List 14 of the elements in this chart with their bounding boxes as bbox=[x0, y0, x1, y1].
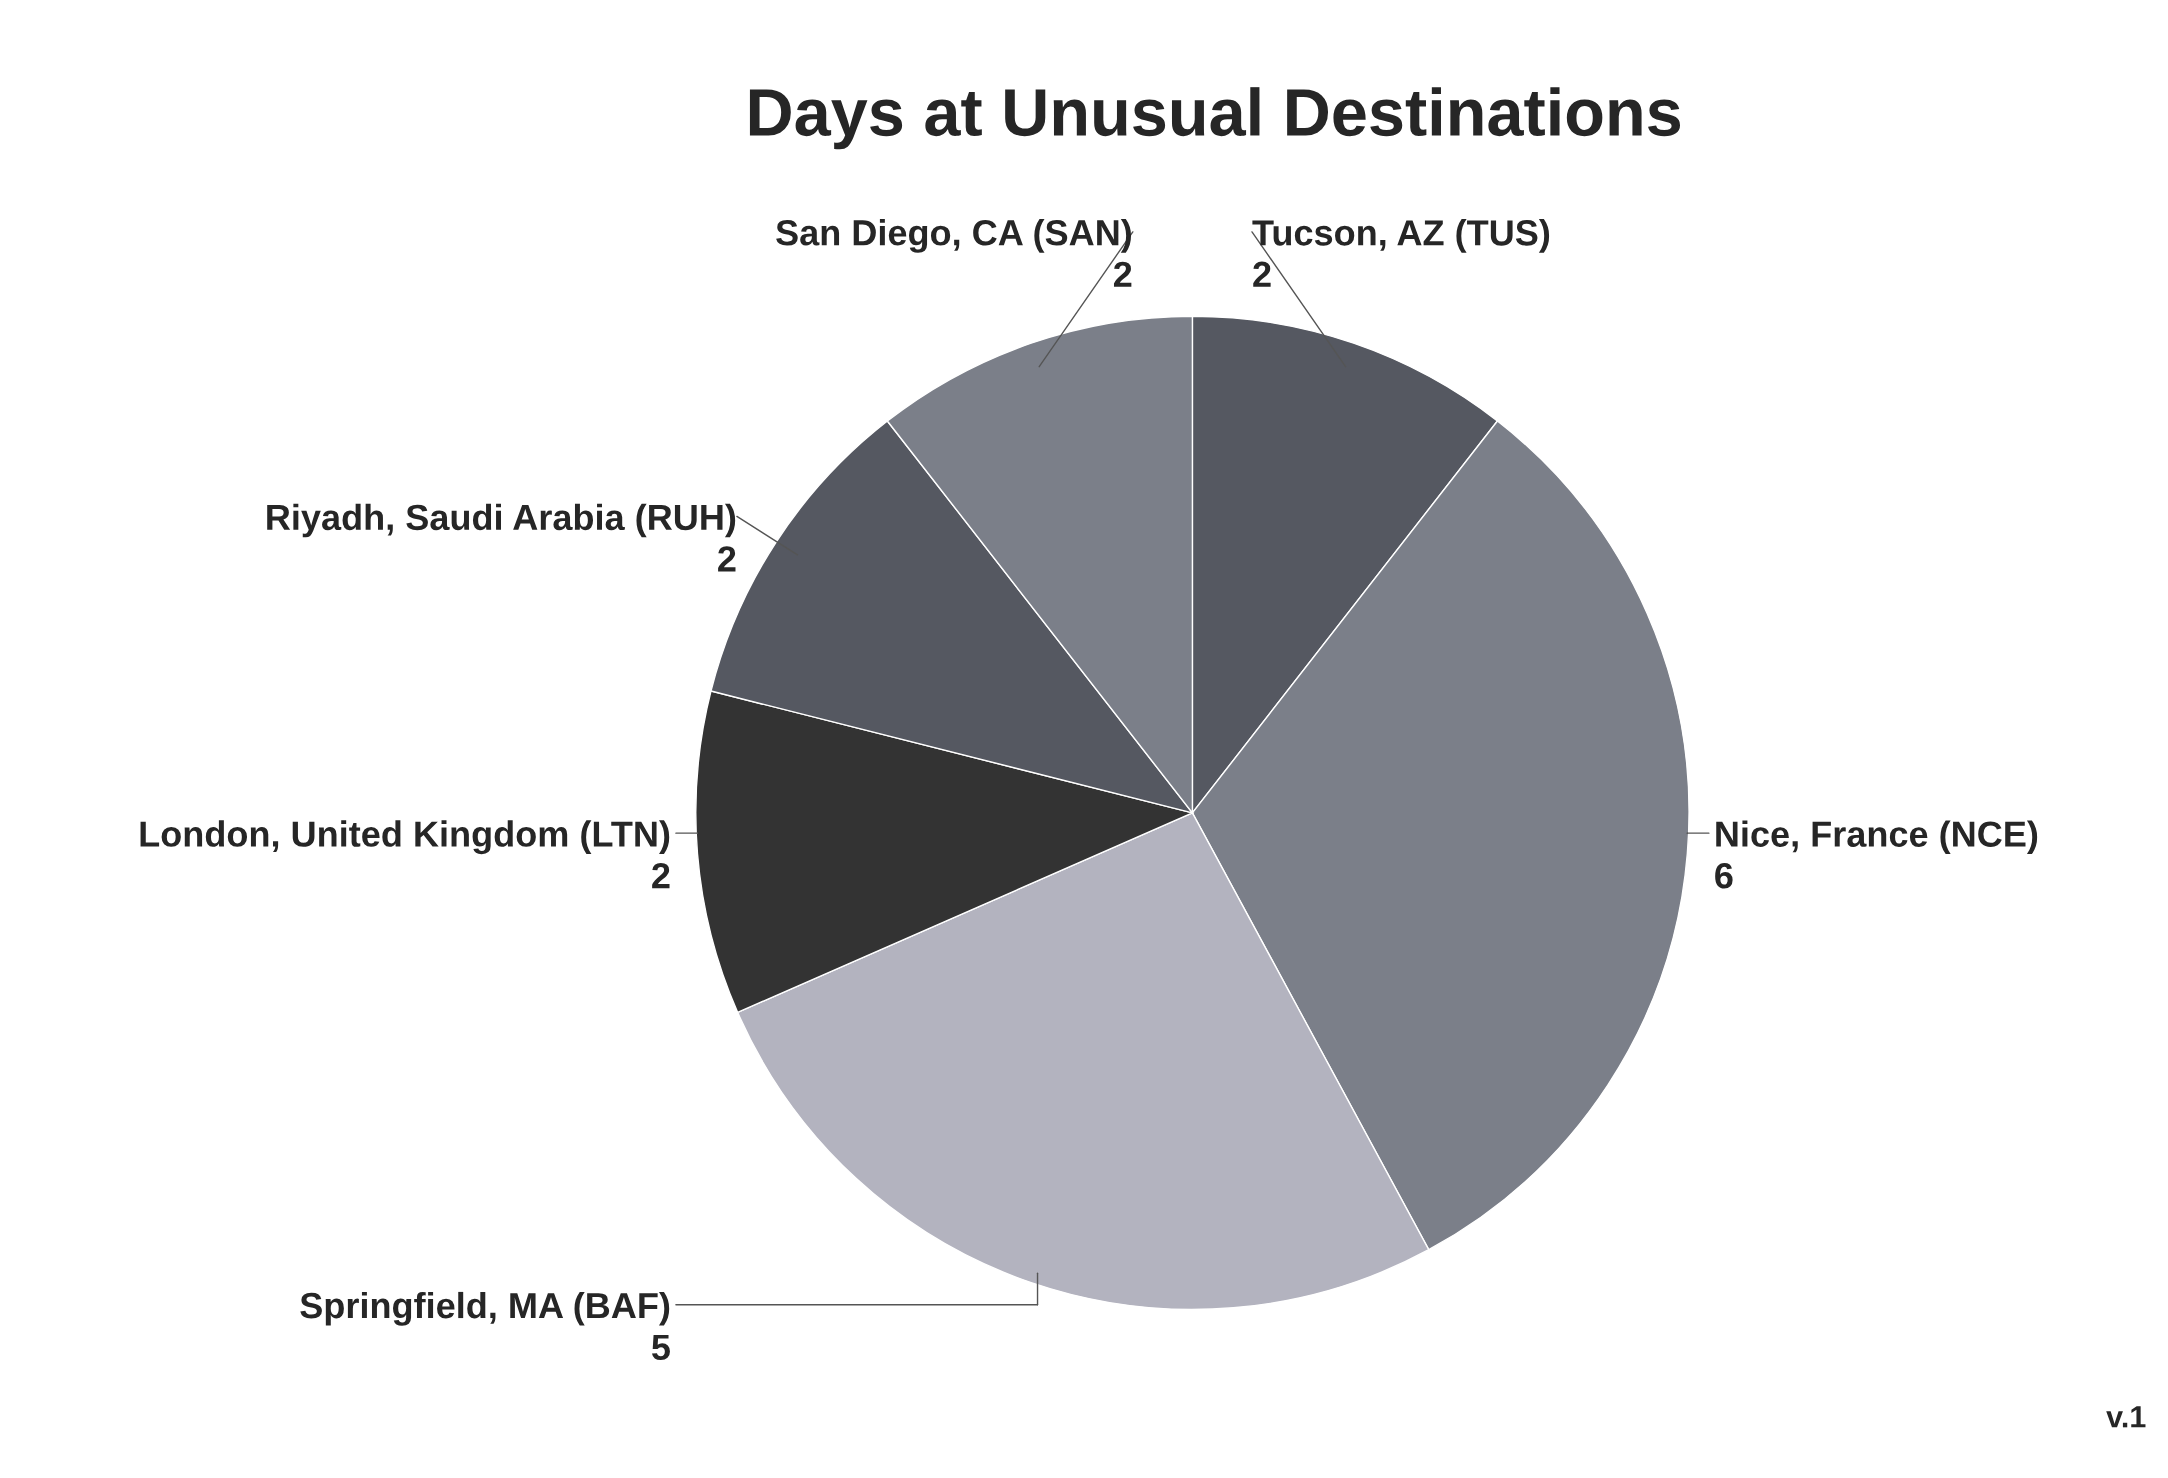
slice-label: Springfield, MA (BAF) bbox=[300, 1291, 670, 1326]
text: v.1 bbox=[2106, 1406, 2146, 1428]
data-label: 6 bbox=[1715, 862, 1733, 889]
slice-label: San Diego, CA (SAN) bbox=[776, 219, 1132, 253]
slice-label: Tucson, AZ (TUS) bbox=[1252, 219, 1550, 253]
data-label: 2 bbox=[652, 862, 670, 889]
data-label: 2 bbox=[718, 546, 736, 572]
slice-label: Nice, France (NCE) bbox=[1716, 820, 2038, 855]
data-label: 2 bbox=[1113, 261, 1132, 287]
slice-label: Riyadh, Saudi Arabia (RUH) bbox=[267, 503, 736, 538]
data-label: 5 bbox=[651, 1334, 670, 1361]
chart-title: Days at Unusual Destinations bbox=[749, 87, 1681, 150]
data-label: 2 bbox=[1253, 261, 1271, 287]
slice-label: London, United Kingdom (LTN) bbox=[140, 820, 670, 855]
